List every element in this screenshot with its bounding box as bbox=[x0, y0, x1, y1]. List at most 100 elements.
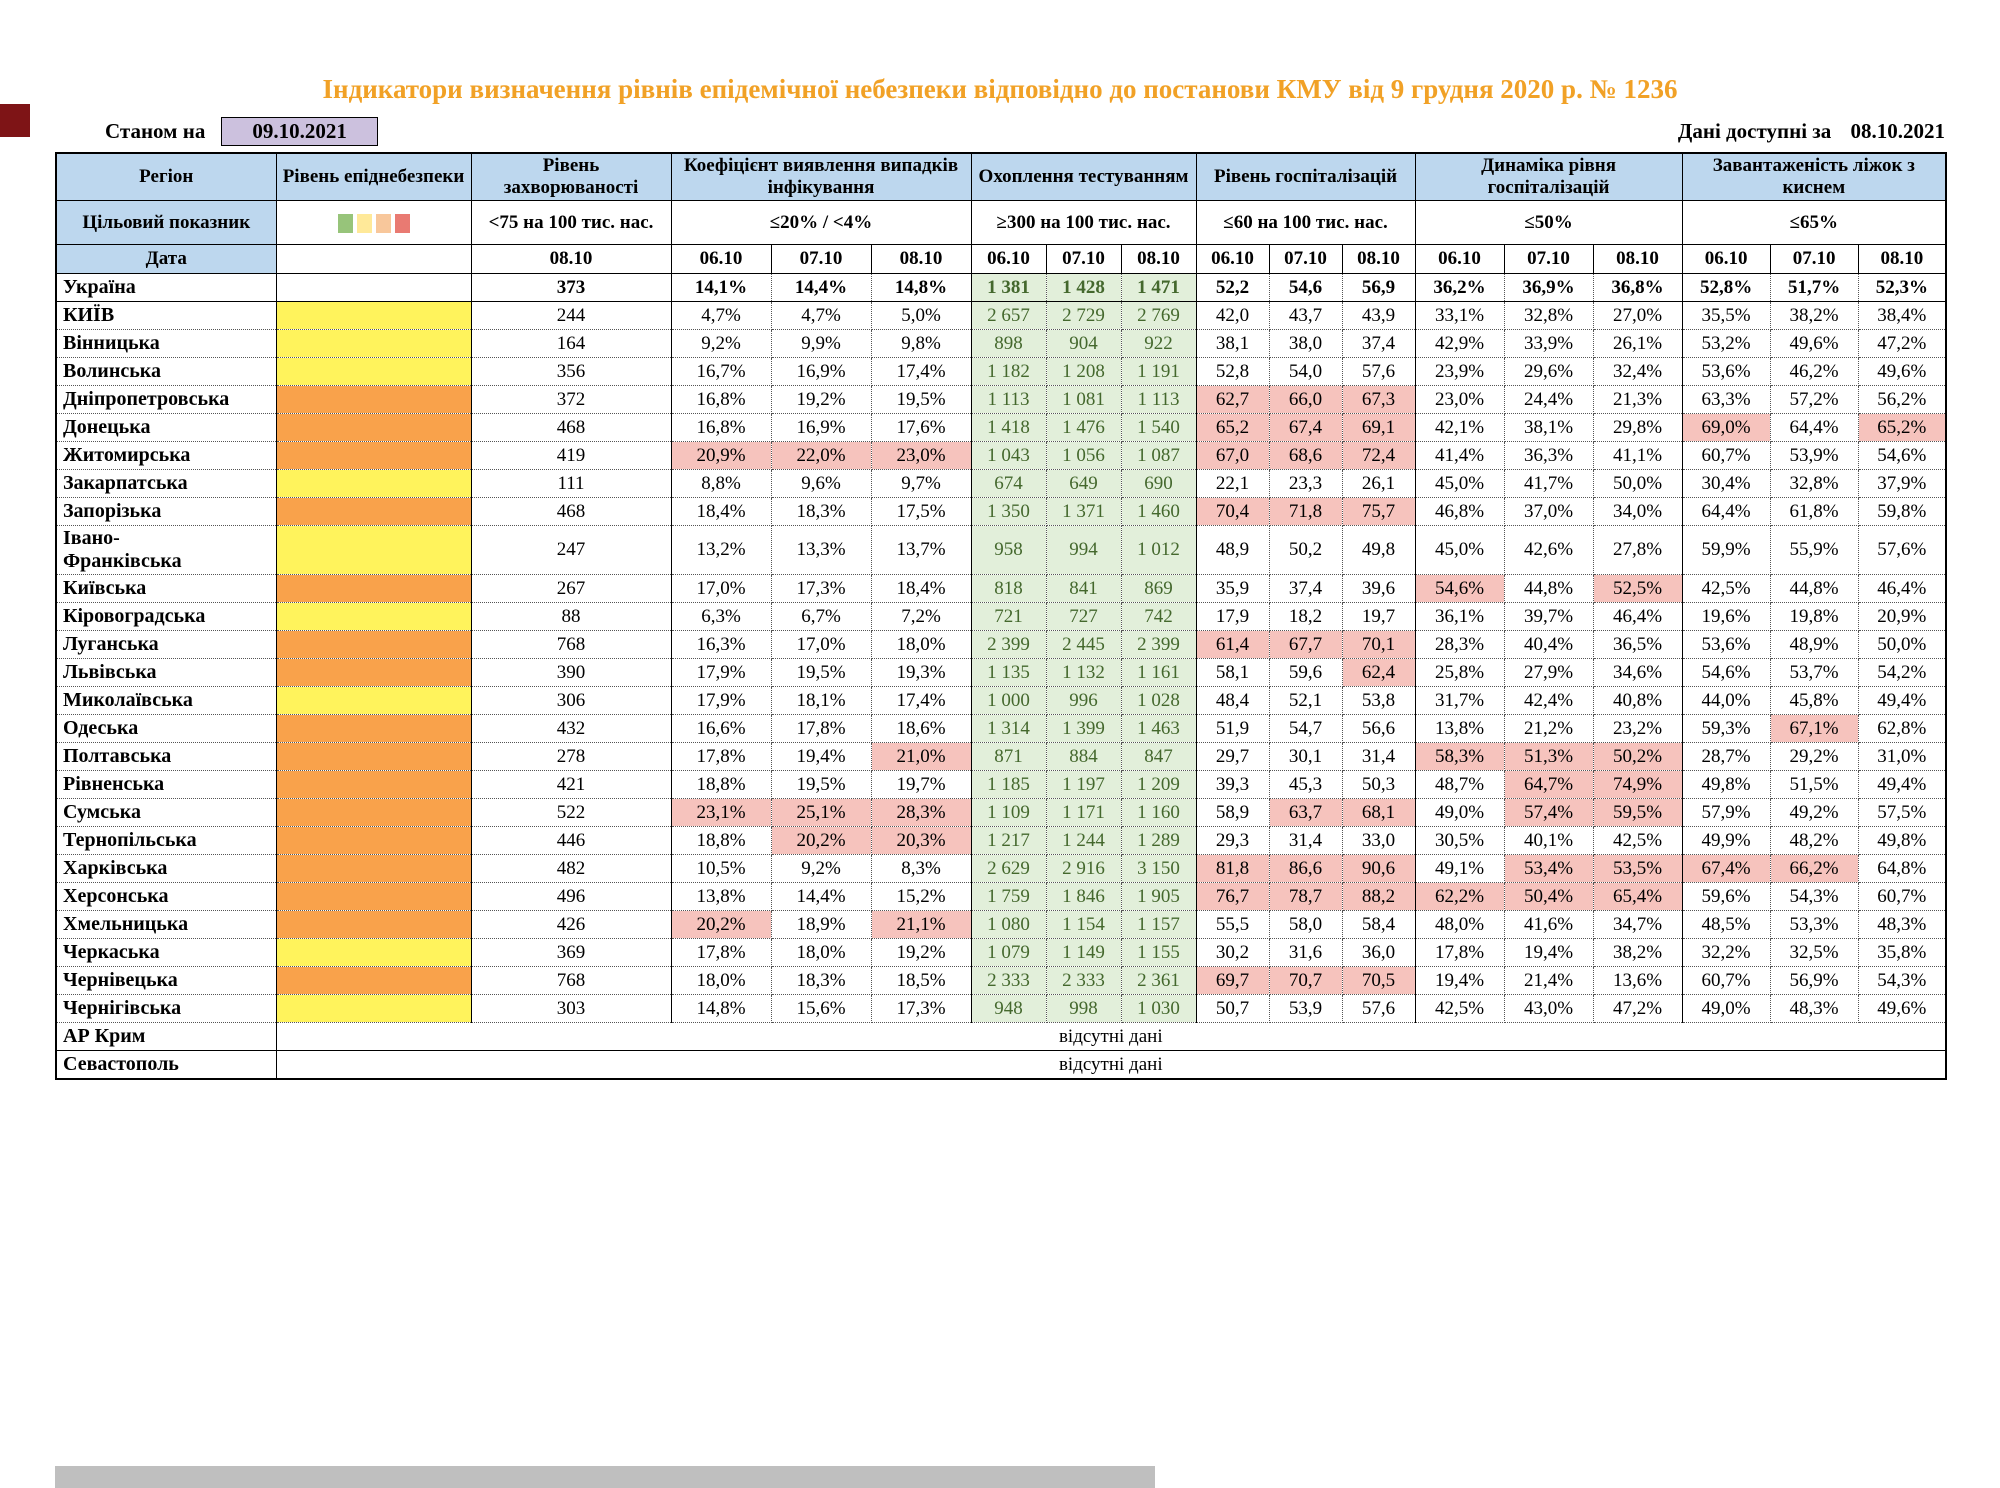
beds-cell: 69,0% bbox=[1682, 413, 1771, 443]
region-cell: Черкаська bbox=[56, 938, 277, 968]
beds-cell: 38,2% bbox=[1770, 301, 1859, 331]
detection-cell: 8,3% bbox=[871, 854, 972, 884]
incidence-cell: 432 bbox=[471, 714, 672, 744]
hospitalization-cell: 38,0 bbox=[1269, 329, 1343, 359]
dynamics-cell: 36,5% bbox=[1593, 630, 1683, 660]
dynamics-cell: 13,8% bbox=[1415, 714, 1505, 744]
danger-level-cell bbox=[276, 574, 472, 604]
danger-level-cell bbox=[276, 770, 472, 800]
beds-cell: 59,6% bbox=[1682, 882, 1771, 912]
hospitalization-cell: 58,9 bbox=[1196, 798, 1270, 828]
hospitalization-cell: 37,4 bbox=[1342, 329, 1416, 359]
incidence-cell: 369 bbox=[471, 938, 672, 968]
detection-cell: 8,8% bbox=[671, 469, 772, 499]
testing-cell: 690 bbox=[1121, 469, 1197, 499]
dynamics-cell: 38,2% bbox=[1593, 938, 1683, 968]
dynamics-cell: 29,6% bbox=[1504, 357, 1594, 387]
dynamics-cell: 23,9% bbox=[1415, 357, 1505, 387]
beds-cell: 32,5% bbox=[1770, 938, 1859, 968]
testing-cell: 841 bbox=[1046, 574, 1122, 604]
hospitalization-cell: 76,7 bbox=[1196, 882, 1270, 912]
available-label: Дані доступні за bbox=[1677, 119, 1832, 143]
hospitalization-cell: 43,7 bbox=[1269, 301, 1343, 331]
detection-cell: 9,2% bbox=[771, 854, 872, 884]
beds-cell: 45,8% bbox=[1770, 686, 1859, 716]
legend-orange-square bbox=[375, 213, 391, 233]
beds-cell: 48,9% bbox=[1770, 630, 1859, 660]
dynamics-cell: 50,2% bbox=[1593, 742, 1683, 772]
dynamics-cell: 19,4% bbox=[1415, 966, 1505, 996]
danger-level-cell bbox=[276, 441, 472, 471]
testing-cell: 2 399 bbox=[971, 630, 1047, 660]
target-value-2: ≥300 на 100 тис. нас. bbox=[970, 200, 1197, 246]
dynamics-cell: 13,6% bbox=[1593, 966, 1683, 996]
table-row: Житомирська 419 20,9% 22,0% 23,0% 1 043 1 056 1… bbox=[56, 441, 1947, 471]
beds-cell: 49,8% bbox=[1858, 826, 1947, 856]
beds-cell: 60,7% bbox=[1682, 966, 1771, 996]
beds-cell: 61,8% bbox=[1770, 497, 1859, 527]
beds-cell: 57,9% bbox=[1682, 798, 1771, 828]
detection-cell: 14,8% bbox=[871, 273, 972, 303]
col-header-danger-level: Рівень епіднебезпеки bbox=[275, 152, 472, 202]
testing-cell: 2 729 bbox=[1046, 301, 1122, 331]
page-corner-mark bbox=[0, 104, 30, 137]
region-cell: Херсонська bbox=[56, 882, 277, 912]
col-group-header-5: Завантаженість ліжок з киснем bbox=[1681, 152, 1947, 202]
dynamics-cell: 33,1% bbox=[1415, 301, 1505, 331]
beds-cell: 38,4% bbox=[1858, 301, 1947, 331]
region-cell: Запорізька bbox=[56, 497, 277, 527]
hospitalization-cell: 57,6 bbox=[1342, 357, 1416, 387]
region-cell: Полтавська bbox=[56, 742, 277, 772]
testing-cell: 649 bbox=[1046, 469, 1122, 499]
header-row-targets: Цільовий показник <75 на 100 тис. нас. ≤20… bbox=[55, 200, 1947, 246]
incidence-cell: 88 bbox=[471, 602, 672, 632]
dynamics-cell: 36,3% bbox=[1504, 441, 1594, 471]
dynamics-cell: 38,1% bbox=[1504, 413, 1594, 443]
beds-cell: 48,5% bbox=[1682, 910, 1771, 940]
beds-cell: 30,4% bbox=[1682, 469, 1771, 499]
dynamics-cell: 30,5% bbox=[1415, 826, 1505, 856]
testing-cell: 1 428 bbox=[1046, 273, 1122, 303]
dynamics-cell: 42,9% bbox=[1415, 329, 1505, 359]
beds-cell: 49,4% bbox=[1858, 686, 1947, 716]
incidence-cell: 373 bbox=[471, 273, 672, 303]
dynamics-cell: 42,5% bbox=[1415, 994, 1505, 1024]
detection-cell: 18,9% bbox=[771, 910, 872, 940]
testing-cell: 996 bbox=[1046, 686, 1122, 716]
hospitalization-cell: 23,3 bbox=[1269, 469, 1343, 499]
testing-cell: 1 476 bbox=[1046, 413, 1122, 443]
testing-cell: 1 081 bbox=[1046, 385, 1122, 415]
region-cell: Дніпропетровська bbox=[56, 385, 277, 415]
testing-cell: 1 314 bbox=[971, 714, 1047, 744]
dynamics-cell: 26,1% bbox=[1593, 329, 1683, 359]
beds-cell: 53,3% bbox=[1770, 910, 1859, 940]
incidence-cell: 247 bbox=[471, 525, 672, 576]
detection-cell: 17,8% bbox=[671, 742, 772, 772]
table-row: Дніпропетровська 372 16,8% 19,2% 19,5% 1 113 1… bbox=[56, 385, 1947, 415]
region-cell: Київська bbox=[56, 574, 277, 604]
detection-cell: 28,3% bbox=[871, 798, 972, 828]
hospitalization-cell: 55,5 bbox=[1196, 910, 1270, 940]
hospitalization-cell: 36,0 bbox=[1342, 938, 1416, 968]
incidence-cell: 111 bbox=[471, 469, 672, 499]
danger-level-cell bbox=[276, 714, 472, 744]
dynamics-cell: 50,0% bbox=[1593, 469, 1683, 499]
bottom-page-edge bbox=[55, 1466, 1155, 1488]
incidence-cell: 446 bbox=[471, 826, 672, 856]
date-row-label: Дата bbox=[55, 244, 277, 275]
col-header-region: Регіон bbox=[55, 152, 277, 202]
dynamics-cell: 40,4% bbox=[1504, 630, 1594, 660]
hospitalization-cell: 54,0 bbox=[1269, 357, 1343, 387]
danger-level-cell bbox=[276, 413, 472, 443]
testing-cell: 2 769 bbox=[1121, 301, 1197, 331]
hospitalization-cell: 38,1 bbox=[1196, 329, 1270, 359]
testing-cell: 1 113 bbox=[971, 385, 1047, 415]
dynamics-cell: 62,2% bbox=[1415, 882, 1505, 912]
detection-cell: 17,4% bbox=[871, 686, 972, 716]
testing-cell: 948 bbox=[971, 994, 1047, 1024]
testing-cell: 1 157 bbox=[1121, 910, 1197, 940]
no-data-cell: відсутні дані bbox=[276, 1022, 1947, 1052]
detection-cell: 18,0% bbox=[871, 630, 972, 660]
hospitalization-cell: 67,7 bbox=[1269, 630, 1343, 660]
beds-cell: 49,0% bbox=[1682, 994, 1771, 1024]
